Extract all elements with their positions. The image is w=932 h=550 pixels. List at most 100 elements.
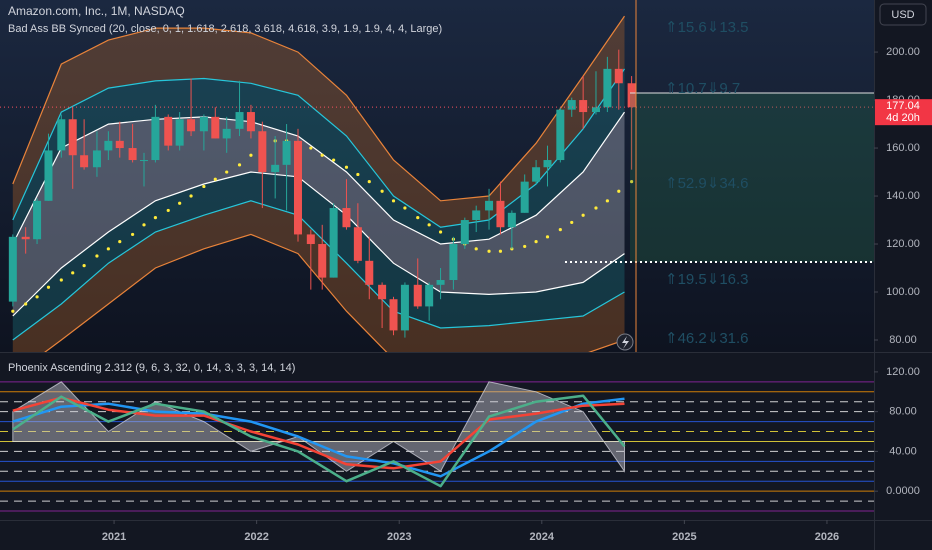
ma-dot [225, 170, 229, 174]
candle-body [246, 112, 255, 132]
ma-dot [130, 232, 135, 237]
ma-dot [142, 223, 146, 227]
area [12, 381, 625, 473]
x-tick-label: 2025 [672, 531, 696, 543]
candle-body [115, 140, 124, 149]
x-tick-label: 2023 [387, 531, 411, 543]
x-tick-label: 2022 [244, 531, 268, 543]
indicator-legend: Phoenix Ascending 2.312 (9, 6, 3, 32, 0,… [8, 362, 295, 374]
candle-body [543, 160, 552, 168]
ma-dot [523, 244, 527, 249]
candle-body [413, 284, 422, 307]
ma-dot [35, 295, 39, 299]
ma-dot [82, 264, 86, 268]
candle-body [436, 280, 445, 285]
ma-dot [249, 153, 253, 157]
y-tick-label: 100.00 [886, 286, 920, 298]
candle-body [449, 244, 458, 281]
ma-dot [391, 199, 396, 203]
candle-body [614, 68, 623, 84]
annotation: ⇑52.9⇓34.6 [665, 175, 749, 192]
candle-body [496, 200, 505, 228]
ma-dot [545, 235, 550, 239]
ma-dot [106, 247, 110, 251]
currency-button[interactable] [879, 3, 927, 26]
candle-body [567, 100, 576, 110]
ma-dot [380, 189, 384, 193]
annotation: ⇑10.7⇓9.7 [665, 80, 740, 97]
candle-body [57, 119, 66, 151]
band-line [12, 171, 625, 317]
candle-body [365, 260, 374, 285]
indicator-legend: Bad Ass BB Synced (20, close, 0, 1, 1.61… [8, 23, 442, 35]
candle-body [318, 244, 327, 278]
candle-body [235, 112, 244, 129]
candle-body [140, 160, 149, 162]
ma-dot [178, 201, 182, 205]
y-tick-label: 140.00 [886, 190, 920, 202]
ma-dot [118, 240, 122, 244]
ma-dot [95, 254, 99, 258]
ma-dot [153, 216, 158, 220]
ma-dot [558, 228, 562, 232]
candle-body [68, 119, 77, 156]
candle-body [92, 150, 101, 168]
last-price-badge [875, 99, 932, 126]
ma-dot [309, 146, 313, 150]
candle-body [211, 116, 220, 139]
ma-dot [189, 194, 193, 198]
candle-body [80, 155, 89, 168]
band-fill [12, 172, 625, 340]
candle-body [532, 167, 541, 182]
position-box [630, 93, 874, 262]
ma-dot [71, 271, 75, 275]
y-tick-label: 160.00 [886, 142, 920, 154]
ma-dot [605, 199, 609, 203]
annotation: ⇑19.5⇓16.3 [665, 271, 749, 288]
candle-body [485, 200, 494, 211]
ma-dot [356, 172, 360, 177]
y-tick-label: 200.00 [886, 46, 920, 58]
ma-dot [594, 206, 598, 210]
y-tick-label: 40.00 [889, 445, 917, 457]
candle-body [258, 131, 267, 173]
ma-dot [487, 249, 491, 253]
candle-body [556, 109, 565, 161]
price-pane [0, 0, 874, 352]
countdown-label: 4d 20h [886, 112, 920, 124]
ma-dot [367, 180, 371, 184]
y-tick-label: 0.0000 [886, 485, 920, 497]
candle-body [425, 284, 434, 307]
ma-dot [237, 163, 242, 167]
candle-body [21, 236, 30, 240]
candle-body [472, 210, 481, 221]
candle-body [627, 83, 636, 108]
ma-dot [202, 184, 206, 189]
annotation: ⇑15.6⇓13.5 [665, 19, 749, 36]
ma-dot [438, 230, 443, 234]
ma-dot [416, 216, 420, 220]
indicator-layer [0, 381, 874, 512]
band-line [12, 15, 625, 202]
candle-body [329, 208, 338, 278]
ma-dot [630, 180, 634, 184]
y-tick-label: 80.00 [889, 406, 917, 418]
candle-body [175, 119, 184, 146]
ma-dot [59, 278, 63, 282]
ma-dot [427, 223, 431, 227]
y-tick-label: 80.00 [889, 334, 917, 346]
candle-body [389, 299, 398, 331]
candle-body [104, 140, 113, 151]
annotation: ⇑46.2⇓31.6 [665, 330, 749, 347]
oscillator-line [12, 397, 625, 478]
candle-body [151, 116, 160, 161]
ma-dot [332, 158, 336, 162]
ma-dot [570, 220, 574, 225]
candle-body [378, 284, 387, 300]
ma-dot [344, 165, 349, 169]
ma-dot [474, 247, 478, 251]
x-tick-label: 2021 [102, 531, 126, 543]
band-fill [12, 16, 625, 228]
